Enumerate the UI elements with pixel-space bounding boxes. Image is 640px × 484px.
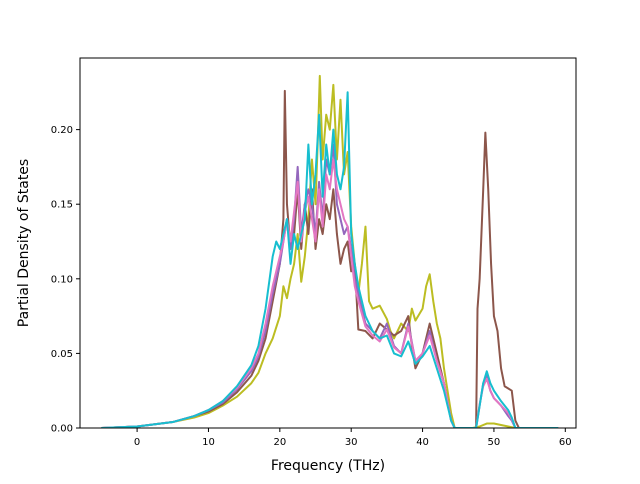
y-tick-label: 0.05 [51, 349, 73, 360]
y-tick-label: 0.20 [51, 125, 73, 136]
x-tick-label: 10 [202, 437, 215, 448]
y-axis: 0.00 0.05 0.10 0.15 0.20 [51, 125, 80, 435]
x-tick-label: 50 [488, 437, 501, 448]
x-tick-label: 60 [559, 437, 572, 448]
x-tick-label: 20 [273, 437, 286, 448]
x-tick-label: 30 [345, 437, 358, 448]
series-line-5 [101, 91, 559, 428]
x-tick-label: 40 [416, 437, 429, 448]
x-axis: 0 10 20 30 40 50 60 [134, 428, 572, 448]
y-tick-label: 0.15 [51, 200, 73, 211]
series-layer [101, 74, 559, 428]
plot-frame [79, 57, 577, 429]
x-axis-label: Frequency (THz) [271, 458, 385, 474]
x-tick-label: 0 [134, 437, 140, 448]
y-axis-label: Partial Density of States [16, 159, 32, 327]
y-tick-label: 0.10 [51, 274, 73, 285]
y-tick-label: 0.00 [51, 424, 73, 435]
